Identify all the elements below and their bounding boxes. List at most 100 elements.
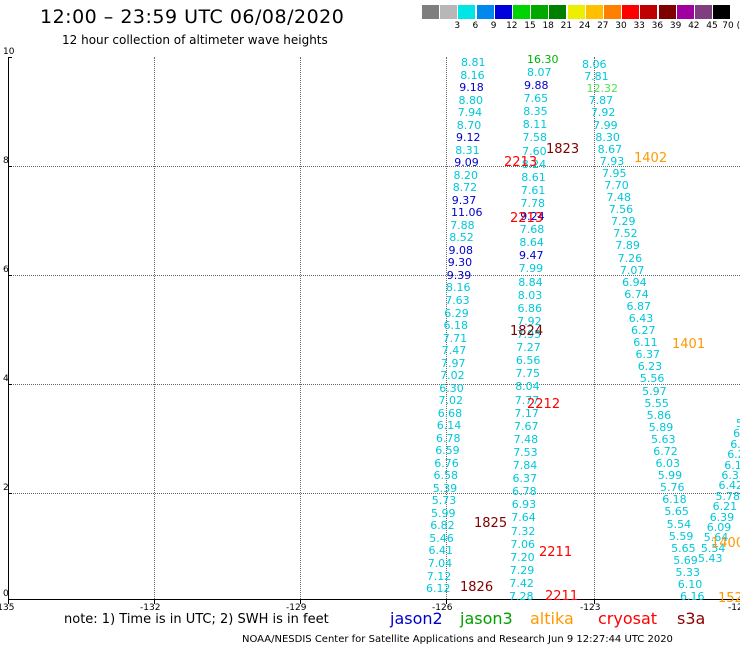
wave-height-value: 7.99 bbox=[593, 118, 618, 132]
wave-height-value: 7.97 bbox=[441, 356, 466, 370]
wave-height-value: 5.59 bbox=[668, 529, 694, 543]
color-scale-swatch bbox=[622, 5, 640, 19]
wave-height-value: 6.09 bbox=[706, 520, 732, 534]
wave-height-value: 5.63 bbox=[651, 432, 676, 446]
wave-height-value: 6.41 bbox=[428, 544, 454, 558]
wave-height-value: 7.68 bbox=[519, 223, 545, 237]
color-scale-swatch bbox=[494, 5, 512, 19]
wave-height-value: 7.07 bbox=[619, 263, 645, 277]
grid-line-lon bbox=[154, 57, 155, 599]
wave-height-value: 7.60 bbox=[522, 144, 547, 158]
color-scale-swatch bbox=[695, 5, 712, 19]
wave-height-value: 7.95 bbox=[516, 327, 542, 341]
wave-height-value: 6.78 bbox=[436, 431, 461, 445]
wave-height-value: 6.56 bbox=[515, 354, 541, 368]
color-scale-swatch bbox=[440, 5, 458, 19]
wave-height-value: 6.94 bbox=[622, 275, 647, 289]
wave-height-value: 6. bbox=[730, 437, 740, 451]
wave-height-value: 7.27 bbox=[516, 341, 541, 355]
color-scale-label: 30 bbox=[615, 21, 627, 31]
wave-height-value: 5.97 bbox=[642, 384, 667, 398]
lat-label: 6 bbox=[3, 265, 9, 275]
wave-height-value: 9.08 bbox=[448, 243, 474, 257]
pass-time-label: 152 bbox=[718, 591, 740, 606]
wave-height-value: 6. bbox=[733, 427, 740, 441]
wave-height-value: 7.87 bbox=[588, 94, 614, 108]
lon-label: -132 bbox=[140, 603, 161, 613]
wave-height-value: 6.21 bbox=[712, 500, 738, 514]
wave-height-value: 6.26 bbox=[727, 448, 740, 462]
wave-height-value: 16.30 bbox=[527, 53, 559, 66]
wave-height-value: 5.86 bbox=[646, 408, 672, 422]
wave-height-value: 6.82 bbox=[430, 519, 455, 533]
wave-height-value: 5.43 bbox=[698, 552, 723, 565]
wave-height-value: 6.16 bbox=[680, 590, 705, 603]
wave-height-value: 7.53 bbox=[513, 445, 538, 459]
color-scale-label: 39 bbox=[669, 21, 682, 31]
color-scale-label: 33 bbox=[633, 21, 645, 31]
wave-height-value: 7.26 bbox=[617, 251, 643, 265]
lat-label: 8 bbox=[3, 156, 9, 166]
wave-height-value: 6.19 bbox=[724, 458, 740, 472]
color-scale-label: 70 (ft) bbox=[722, 21, 740, 31]
wave-height-value: 5.46 bbox=[429, 531, 454, 545]
wave-height-value: 7.94 bbox=[457, 106, 483, 120]
wave-height-value: 6.12 bbox=[426, 582, 451, 595]
satellite-legend-s3a: s3a bbox=[677, 609, 706, 628]
wave-height-value: 7.95 bbox=[602, 166, 627, 180]
satellite-legend-jason2: jason2 bbox=[390, 609, 443, 628]
wave-height-value: 6.18 bbox=[443, 319, 469, 332]
wave-height-value: 8.24 bbox=[521, 157, 547, 171]
wave-height-value: 7.52 bbox=[613, 227, 638, 241]
wave-height-value: 6.37 bbox=[512, 472, 538, 486]
wave-height-value: 6.68 bbox=[437, 406, 463, 420]
wave-height-value: 7.64 bbox=[511, 511, 536, 525]
lat-label: 10 bbox=[3, 47, 15, 57]
grid-line-lat bbox=[8, 166, 740, 167]
wave-height-value: 7.77 bbox=[514, 393, 540, 407]
wave-height-value: 8.52 bbox=[449, 231, 474, 245]
pass-time-label: 2211 bbox=[539, 545, 573, 560]
wave-height-value: 7.47 bbox=[441, 344, 467, 357]
wave-height-value: 7.20 bbox=[510, 550, 535, 564]
wave-height-value: 6.76 bbox=[434, 456, 459, 470]
wave-height-value: 6.58 bbox=[433, 469, 459, 483]
pass-time-label: 1823 bbox=[546, 142, 580, 157]
wave-height-value: 8.16 bbox=[460, 68, 485, 82]
lon-tick bbox=[594, 599, 595, 604]
grid-line-lon bbox=[300, 57, 301, 599]
wave-height-value: 5.54 bbox=[700, 541, 726, 555]
color-scale-label: 45 bbox=[706, 21, 718, 31]
wave-height-value: 5.65 bbox=[664, 505, 689, 519]
map-frame bbox=[8, 57, 740, 600]
wave-height-value: 7.42 bbox=[509, 576, 534, 590]
lon-label: -123 bbox=[580, 603, 601, 613]
wave-height-value: 6.33 bbox=[721, 468, 740, 482]
credit-line: NOAA/NESDIS Center for Satellite Applica… bbox=[242, 634, 673, 645]
wave-height-value: 7.67 bbox=[514, 419, 539, 433]
wave-height-value: 6.39 bbox=[709, 510, 735, 524]
color-scale-label: 3 bbox=[454, 21, 461, 31]
wave-height-value: 6.14 bbox=[436, 419, 462, 433]
wave-height-value: 7.02 bbox=[438, 394, 464, 408]
wave-height-value: 7.12 bbox=[426, 569, 452, 583]
pass-time-label: 2213 bbox=[504, 155, 538, 170]
wave-height-value: 5.54 bbox=[666, 517, 692, 531]
color-scale-label: 24 bbox=[578, 21, 591, 31]
wave-height-value: 7.17 bbox=[514, 406, 539, 420]
wave-height-value: 5.55 bbox=[644, 396, 669, 410]
lon-label: -135 bbox=[0, 603, 15, 613]
wave-height-value: 6.23 bbox=[637, 360, 663, 374]
color-scale-swatch bbox=[513, 5, 530, 19]
wave-height-value: 5.56 bbox=[639, 372, 665, 386]
pass-time-label: 1400 bbox=[711, 536, 740, 551]
page-subtitle: 12 hour collection of altimeter wave hei… bbox=[62, 33, 328, 47]
wave-height-value: 8.06 bbox=[582, 58, 607, 71]
color-scale-swatch bbox=[658, 5, 676, 19]
color-scale-label: 15 bbox=[524, 21, 536, 31]
wave-height-value: 8.67 bbox=[597, 142, 623, 156]
wave-height-value: 9.24 bbox=[520, 210, 545, 223]
color-scale-swatch bbox=[640, 5, 658, 19]
wave-height-value: 5.99 bbox=[657, 469, 683, 483]
grid-line-lon bbox=[594, 57, 595, 599]
